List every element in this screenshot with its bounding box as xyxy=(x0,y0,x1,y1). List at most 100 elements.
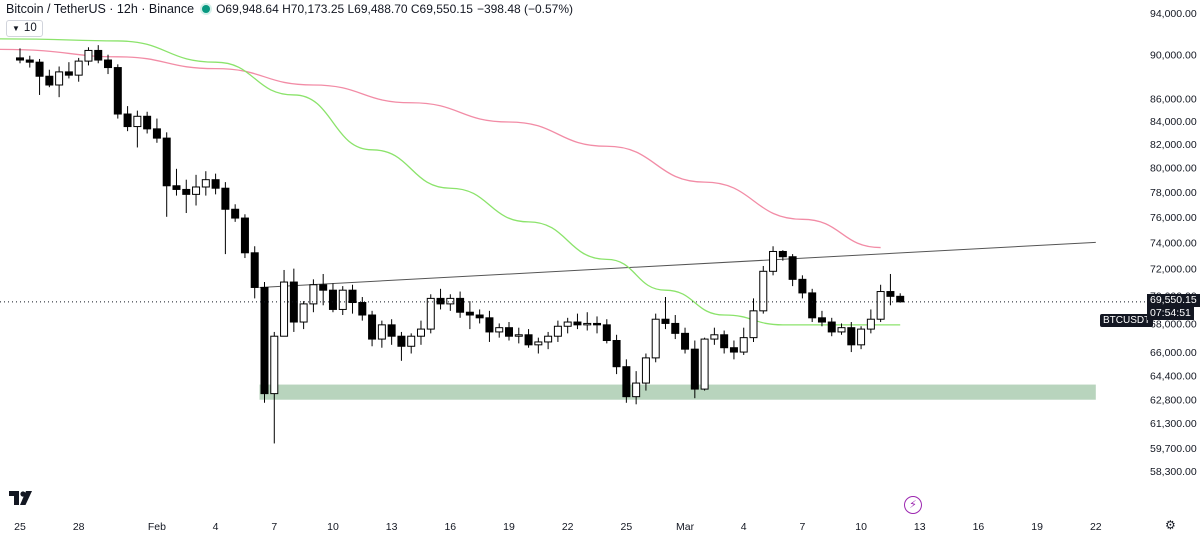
time-axis-label: 4 xyxy=(741,521,747,533)
price-change: −398.48 (−0.57%) xyxy=(476,2,574,16)
candle xyxy=(505,322,513,341)
time-axis-label: 28 xyxy=(73,521,85,533)
tradingview-logo-icon[interactable] xyxy=(9,491,35,510)
last-price-tag: 69,550.15 xyxy=(1147,293,1200,307)
ohlc-values: O69,948.64 H70,173.25 L69,488.70 C69,550… xyxy=(216,2,473,16)
price-axis-label: 64,400.00 xyxy=(1150,371,1197,383)
candle-body xyxy=(866,318,875,330)
candle-body xyxy=(817,317,826,323)
candle-body xyxy=(94,49,103,61)
candle xyxy=(84,47,93,66)
chevron-down-icon: ▼ xyxy=(12,24,20,33)
candle-body xyxy=(192,186,201,195)
candle-body xyxy=(397,335,406,347)
gear-icon[interactable]: ⚙ xyxy=(1165,518,1176,532)
lightning-icon[interactable]: ⚡ xyxy=(904,496,922,514)
candle xyxy=(641,353,650,391)
candle xyxy=(172,168,181,196)
candle-body xyxy=(583,322,592,326)
candle-body xyxy=(632,382,641,398)
time-axis-label: 25 xyxy=(14,521,26,533)
candle-body xyxy=(338,289,347,310)
candle xyxy=(123,106,132,132)
candle xyxy=(866,309,875,334)
candle-body xyxy=(123,113,132,128)
candle-body xyxy=(211,179,220,189)
symbol-title[interactable]: Bitcoin / TetherUS · 12h · Binance xyxy=(6,2,195,16)
time-axis-label: 7 xyxy=(799,521,805,533)
candle-body xyxy=(55,71,64,86)
candle-body xyxy=(45,75,54,86)
candle-body xyxy=(182,188,191,195)
candle-body xyxy=(573,321,582,326)
candle xyxy=(348,284,357,314)
candle-body xyxy=(280,281,289,337)
market-open-icon xyxy=(202,5,211,13)
candle-body xyxy=(328,289,337,310)
price-axis-label: 94,000.00 xyxy=(1150,8,1197,20)
candle xyxy=(328,283,337,313)
candle-body xyxy=(221,187,230,210)
candle xyxy=(896,293,905,303)
candle-body xyxy=(896,295,905,303)
candle-body xyxy=(788,256,797,280)
candle-body xyxy=(64,71,73,76)
candle xyxy=(407,333,416,354)
candle xyxy=(240,214,249,259)
candle xyxy=(152,118,161,143)
candle-body xyxy=(113,67,122,115)
candle xyxy=(827,317,836,337)
time-axis[interactable]: 25 28 Feb 4 7 10 13 16 19 22 25 Mar 4 7 10 13 16 19 22 xyxy=(14,521,1102,533)
candle xyxy=(35,58,44,95)
candle xyxy=(436,288,445,310)
price-axis-label: 66,000.00 xyxy=(1150,347,1197,359)
candle xyxy=(612,334,621,375)
candle xyxy=(681,327,690,354)
candle-body xyxy=(700,338,709,390)
candle xyxy=(514,327,523,344)
price-axis-label: 86,000.00 xyxy=(1150,93,1197,105)
time-axis-label: 22 xyxy=(562,521,574,533)
candles-layer xyxy=(16,45,905,444)
candle-body xyxy=(152,128,161,139)
time-axis-label: Mar xyxy=(676,521,695,533)
candle xyxy=(397,331,406,361)
price-axis-label: 78,000.00 xyxy=(1150,187,1197,199)
candle-body xyxy=(720,334,729,349)
candle xyxy=(270,331,279,444)
price-axis[interactable]: 94,000.00 90,000.00 86,000.00 84,000.00 82,0… xyxy=(1150,8,1197,478)
indicator-collapse-button[interactable]: ▼ 10 xyxy=(6,20,43,37)
price-axis-label: 68,000.00 xyxy=(1150,318,1197,330)
candle xyxy=(289,268,298,332)
candle xyxy=(485,310,494,342)
candle xyxy=(250,246,259,299)
price-axis-label: 90,000.00 xyxy=(1150,50,1197,62)
candle xyxy=(45,69,54,88)
support-zone-layer xyxy=(259,384,1096,400)
candle-body xyxy=(407,335,416,347)
candle-body xyxy=(133,115,142,128)
candle xyxy=(299,301,308,330)
candle xyxy=(211,173,220,195)
candle-body xyxy=(847,327,856,346)
candle-body xyxy=(495,327,504,333)
price-axis-label: 82,000.00 xyxy=(1150,139,1197,151)
candle-body xyxy=(612,340,621,368)
resistance-trendline xyxy=(259,241,1096,288)
candle xyxy=(720,330,729,354)
candle xyxy=(64,62,73,79)
price-axis-label: 58,300.00 xyxy=(1150,466,1197,478)
candle xyxy=(104,54,113,75)
candle-body xyxy=(201,179,210,188)
candle xyxy=(16,48,24,64)
candle xyxy=(133,110,142,148)
candle xyxy=(94,45,103,64)
candle-body xyxy=(456,297,465,313)
candle xyxy=(113,64,122,119)
candle-body xyxy=(289,281,298,323)
candle-body xyxy=(270,335,279,395)
candle-body xyxy=(837,327,846,333)
candle xyxy=(632,371,641,405)
candle xyxy=(495,323,504,338)
